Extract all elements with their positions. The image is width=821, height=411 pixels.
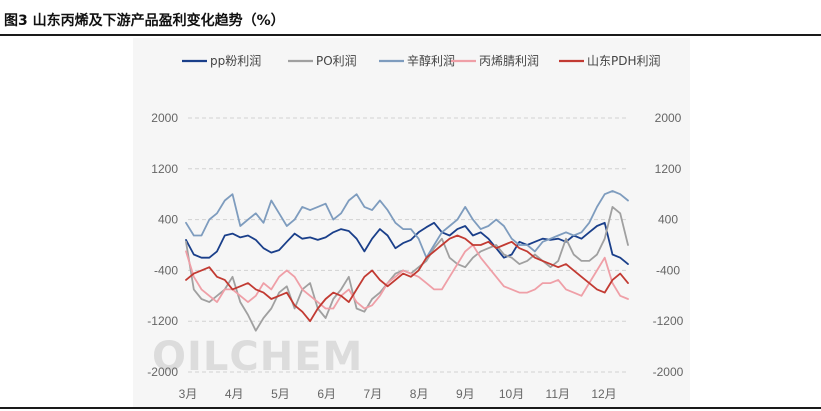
chart-title: 图3 山东丙烯及下游产品盈利变化趋势（%） <box>4 13 285 29</box>
y-tick-label-right: -1200 <box>653 314 684 328</box>
y-tick-label-left: -2000 <box>147 365 178 379</box>
legend-label: 丙烯腈利润 <box>479 54 539 68</box>
x-tick-label: 10月 <box>499 387 524 401</box>
plot-panel <box>133 38 690 407</box>
y-tick-label-right: 400 <box>658 213 678 227</box>
y-tick-label-right: -2000 <box>653 365 684 379</box>
title-bar: 图3 山东丙烯及下游产品盈利变化趋势（%） <box>0 0 821 36</box>
x-tick-label: 4月 <box>225 387 244 401</box>
x-tick-label: 9月 <box>456 387 475 401</box>
x-tick-label: 8月 <box>410 387 429 401</box>
legend-label: PO利润 <box>316 54 357 68</box>
legend-label: pp粉利润 <box>210 54 261 68</box>
axis-labels: 2000 1200 400 -400 -1200 -2000 2000 1200 400 -400… <box>147 111 683 401</box>
series-lines <box>185 190 629 332</box>
watermark-logo: OILCHEM <box>152 334 363 380</box>
y-tick-label-right: -400 <box>656 263 680 277</box>
series-line-1 <box>185 221 629 266</box>
y-tick-label-left: -1200 <box>147 314 178 328</box>
legend-label: 辛醇利润 <box>407 53 455 68</box>
bottom-rule <box>0 407 821 409</box>
y-tick-label-right: 1200 <box>655 162 682 176</box>
series-line-4 <box>185 244 629 310</box>
legend: pp粉利润 PO利润 辛醇利润 丙烯腈利润 山东PDH利润 <box>182 53 661 68</box>
y-tick-label-left: 400 <box>158 213 178 227</box>
x-tick-label: 12月 <box>591 387 616 401</box>
y-tick-label-left: -400 <box>154 263 178 277</box>
y-tick-label-left: 2000 <box>151 111 178 125</box>
x-tick-label: 3月 <box>179 387 198 401</box>
y-tick-label-right: 2000 <box>655 111 682 125</box>
series-line-2 <box>185 205 629 332</box>
y-tick-label-left: 1200 <box>151 162 178 176</box>
gridlines <box>188 117 628 373</box>
x-tick-label: 11月 <box>546 387 570 401</box>
series-line-5 <box>185 234 629 323</box>
series-line-3 <box>185 190 629 259</box>
legend-label: 山东PDH利润 <box>587 54 661 68</box>
x-tick-label: 6月 <box>317 387 336 401</box>
x-tick-label: 7月 <box>364 387 383 401</box>
x-tick-label: 5月 <box>271 387 290 401</box>
